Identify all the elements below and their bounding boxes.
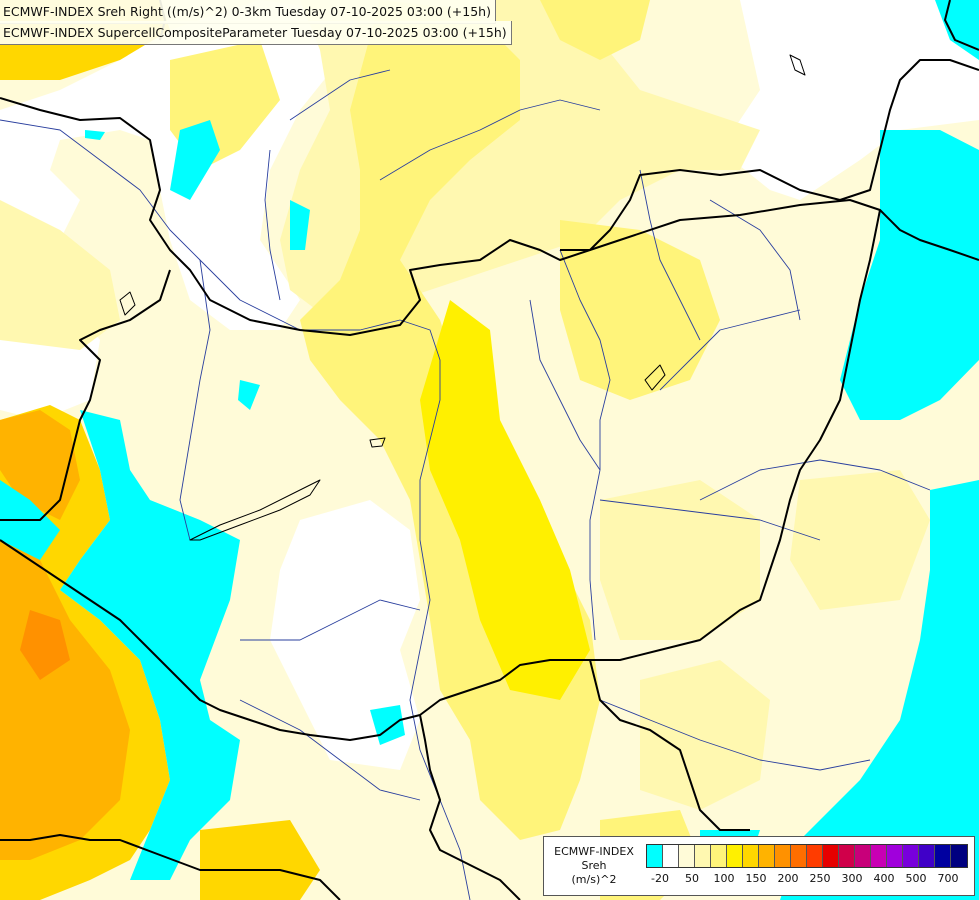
field-cyan-west	[60, 410, 240, 880]
color-legend: ECMWF-INDEX Sreh (m/s)^2 -20 50 100 150 200 2…	[543, 836, 975, 896]
legend-title-unit: (m/s)^2	[571, 873, 617, 886]
legend-swatch	[807, 845, 823, 867]
legend-tick-label: 300	[841, 872, 863, 885]
field-low-area	[270, 500, 420, 770]
field-low-area	[720, 0, 979, 200]
legend-tick-label: 50	[685, 872, 699, 885]
legend-swatch	[855, 845, 871, 867]
field-cyan-spot	[290, 200, 310, 250]
legend-swatch	[951, 845, 967, 867]
country-border	[589, 659, 750, 831]
lake-outline	[189, 479, 321, 541]
lake-outline	[369, 437, 386, 448]
country-border	[0, 834, 341, 900]
river-line	[379, 99, 601, 181]
field-cyan-east	[840, 130, 979, 420]
field-yellow	[560, 220, 720, 400]
field-dark-orange	[20, 610, 70, 680]
river-line	[240, 599, 421, 641]
country-border	[0, 269, 171, 521]
river-line	[264, 149, 281, 301]
country-border	[419, 714, 521, 900]
legend-swatch	[679, 845, 695, 867]
legend-tick-labels: -20 50 100 150 200 250 300 400 500 700	[646, 872, 968, 888]
legend-tick-label: 400	[873, 872, 895, 885]
river-line	[639, 169, 701, 341]
map-title-line-1: ECMWF-INDEX Sreh Right ((m/s)^2) 0-3km T…	[0, 0, 496, 24]
country-border	[944, 0, 979, 51]
legend-swatch	[823, 845, 839, 867]
legend-swatch	[647, 845, 663, 867]
legend-tick-label: 700	[937, 872, 959, 885]
country-border	[0, 59, 979, 336]
field-light-yellow	[640, 660, 770, 810]
field-cyan-spot	[85, 130, 105, 140]
legend-swatch	[791, 845, 807, 867]
river-line	[179, 259, 211, 541]
legend-swatch	[871, 845, 887, 867]
river-line	[699, 459, 931, 501]
legend-swatch	[711, 845, 727, 867]
river-line	[659, 309, 801, 391]
river-line	[289, 69, 391, 121]
river-line	[239, 699, 421, 801]
legend-swatch	[935, 845, 951, 867]
field-strong-yellow	[420, 300, 590, 700]
legend-swatch	[759, 845, 775, 867]
lake-outline	[644, 364, 666, 391]
lake-outline	[119, 291, 136, 316]
legend-title: ECMWF-INDEX Sreh (m/s)^2	[548, 845, 640, 887]
legend-swatch	[839, 845, 855, 867]
legend-swatch	[695, 845, 711, 867]
legend-tick-label: 250	[809, 872, 831, 885]
legend-title-variable: Sreh	[581, 859, 607, 872]
field-yellow	[540, 0, 650, 60]
legend-swatch	[663, 845, 679, 867]
field-light-yellow	[600, 480, 760, 640]
country-border	[0, 209, 881, 741]
legend-swatch	[919, 845, 935, 867]
field-cyan-spot	[238, 380, 260, 410]
field-orange-west	[0, 410, 80, 520]
legend-tick-label: 100	[713, 872, 735, 885]
river-line	[529, 299, 601, 471]
legend-color-scale	[646, 844, 968, 868]
field-light-yellow	[0, 200, 120, 350]
river-line	[599, 499, 821, 541]
legend-swatch	[727, 845, 743, 867]
legend-swatch	[743, 845, 759, 867]
river-line	[599, 699, 871, 771]
map-title-line-2: ECMWF-INDEX SupercellCompositeParameter …	[0, 21, 512, 45]
legend-title-source: ECMWF-INDEX	[554, 845, 634, 858]
legend-tick-label: 500	[905, 872, 927, 885]
legend-swatch	[903, 845, 919, 867]
legend-swatch	[887, 845, 903, 867]
field-cyan-east	[780, 480, 979, 900]
legend-tick-label: 150	[745, 872, 767, 885]
legend-tick-label: 200	[777, 872, 799, 885]
legend-tick-label: -20	[651, 872, 669, 885]
river-line	[559, 249, 611, 641]
field-light-yellow	[790, 470, 930, 610]
legend-swatch	[775, 845, 791, 867]
field-cyan-spot	[170, 120, 220, 200]
lake-outline	[789, 54, 806, 76]
field-gold	[200, 820, 320, 900]
country-border	[560, 199, 979, 261]
